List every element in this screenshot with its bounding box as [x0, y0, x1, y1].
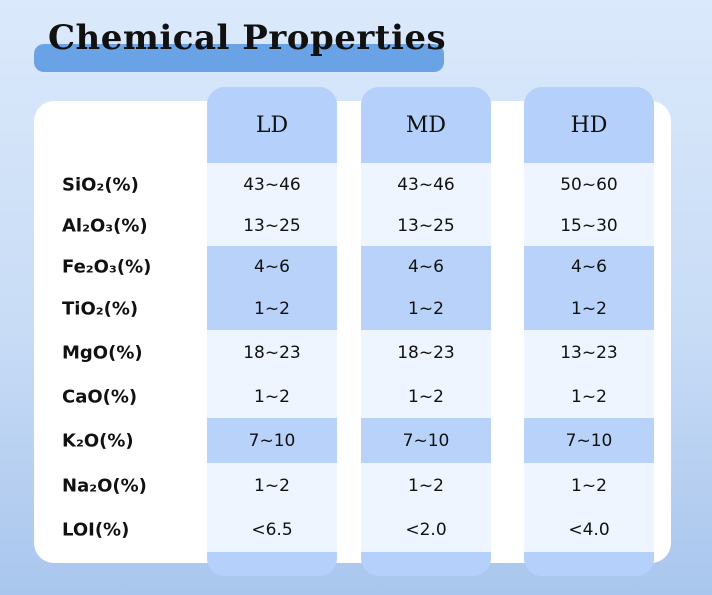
table-cell: 4~6 — [361, 246, 491, 288]
table-cell: 18~23 — [207, 330, 337, 376]
table-cell: <4.0 — [524, 508, 654, 552]
table-cell: 1~2 — [524, 376, 654, 418]
table-cell: 13~25 — [361, 206, 491, 246]
table-cell: <6.5 — [207, 508, 337, 552]
table-cell: 13~23 — [524, 330, 654, 376]
row-label: CaO(%) — [62, 386, 138, 408]
table-cell: 7~10 — [524, 418, 654, 463]
table-cell: 1~2 — [524, 288, 654, 330]
table-cell: <2.0 — [361, 508, 491, 552]
row-label: MgO(%) — [62, 342, 143, 364]
table-cell: 7~10 — [207, 418, 337, 463]
table-cell: 1~2 — [361, 463, 491, 508]
table-cell: 1~2 — [207, 376, 337, 418]
column-footer — [207, 552, 337, 576]
title-accent-bar — [34, 44, 444, 72]
column-header: HD — [524, 87, 654, 163]
table-cell: 1~2 — [524, 463, 654, 508]
row-label: TiO₂(%) — [62, 298, 139, 320]
column-hd: HD 50~60 15~30 4~6 1~2 13~23 1~2 7~10 1~2 <4.0 — [524, 87, 654, 576]
table-cell: 13~25 — [207, 206, 337, 246]
page-title: Chemical Properties — [48, 18, 447, 58]
table-cell: 50~60 — [524, 163, 654, 206]
table-cell: 1~2 — [361, 288, 491, 330]
column-md: MD 43~46 13~25 4~6 1~2 18~23 1~2 7~10 1~2 <2.0 — [361, 87, 491, 576]
column-header: MD — [361, 87, 491, 163]
row-label: K₂O(%) — [62, 430, 134, 451]
row-label: LOI(%) — [62, 519, 130, 541]
table-cell: 4~6 — [207, 246, 337, 288]
column-footer — [361, 552, 491, 576]
column-ld: LD 43~46 13~25 4~6 1~2 18~23 1~2 7~10 1~2 <6.5 — [207, 87, 337, 576]
column-footer — [524, 552, 654, 576]
table-cell: 1~2 — [361, 376, 491, 418]
table-cell: 18~23 — [361, 330, 491, 376]
row-label: Fe₂O₃(%) — [62, 256, 152, 278]
table-cell: 1~2 — [207, 463, 337, 508]
table-cell: 43~46 — [361, 163, 491, 206]
row-label: Al₂O₃(%) — [62, 215, 148, 237]
row-label: Na₂O(%) — [62, 475, 147, 496]
table-cell: 1~2 — [207, 288, 337, 330]
table-cell: 4~6 — [524, 246, 654, 288]
row-label: SiO₂(%) — [62, 174, 139, 195]
table-cell: 7~10 — [361, 418, 491, 463]
table-cell: 43~46 — [207, 163, 337, 206]
column-header: LD — [207, 87, 337, 163]
table-cell: 15~30 — [524, 206, 654, 246]
